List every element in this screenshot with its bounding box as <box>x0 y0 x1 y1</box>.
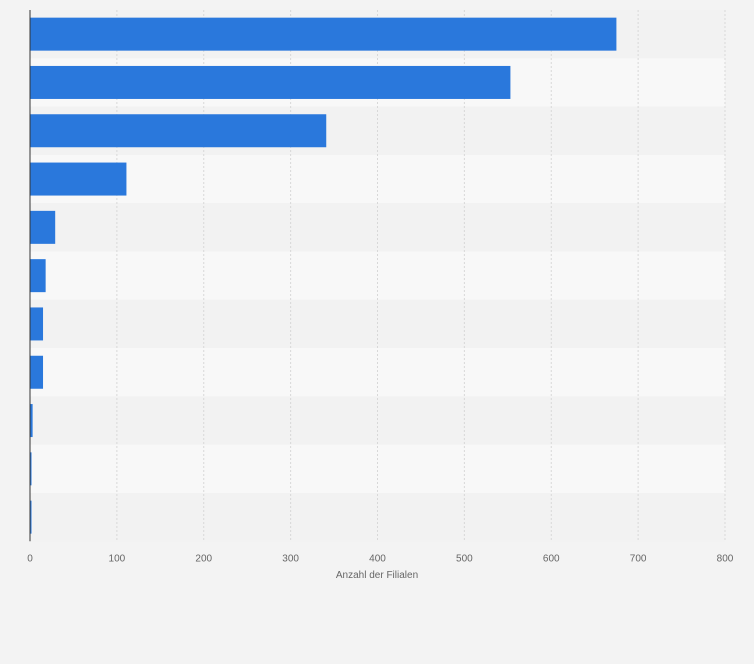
bar <box>30 17 617 51</box>
bar <box>30 404 33 438</box>
x-axis-title: Anzahl der Filialen <box>336 570 418 581</box>
x-tick-label: 400 <box>369 553 386 564</box>
x-tick-label: 200 <box>195 553 212 564</box>
row-band <box>30 493 725 542</box>
bar <box>30 500 32 534</box>
x-tick-label: 700 <box>630 553 647 564</box>
bar <box>30 307 44 341</box>
x-tick-label: 300 <box>282 553 299 564</box>
x-tick-label: 500 <box>456 553 473 564</box>
bar <box>30 259 46 293</box>
x-tick-label: 800 <box>717 553 734 564</box>
bar <box>30 65 511 99</box>
x-tick-label: 0 <box>27 553 33 564</box>
row-band <box>30 348 725 397</box>
bar <box>30 210 56 244</box>
bar <box>30 355 44 389</box>
x-tick-labels: 0 100 200 300 400 500 600 700 800 <box>27 553 734 564</box>
row-band <box>30 444 725 493</box>
bar <box>30 162 127 196</box>
bar <box>30 452 32 486</box>
x-tick-label: 100 <box>109 553 126 564</box>
bar <box>30 114 327 148</box>
row-band <box>30 396 725 445</box>
x-tick-label: 600 <box>543 553 560 564</box>
bars <box>30 17 617 534</box>
